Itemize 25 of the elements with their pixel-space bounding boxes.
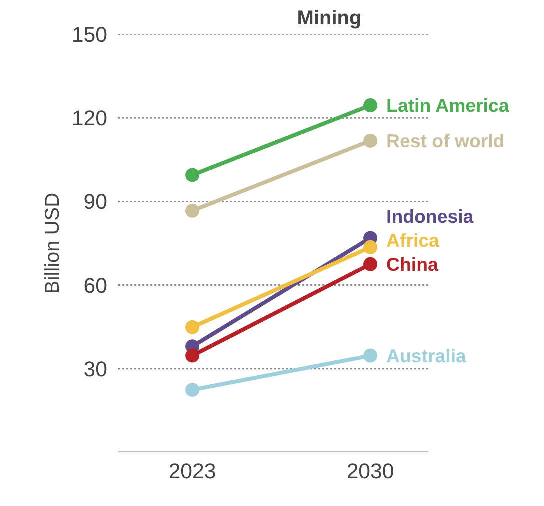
- y-tick-label: 60: [84, 274, 108, 298]
- point: [186, 383, 200, 398]
- x-tick-label: 2030: [346, 460, 394, 484]
- y-tick-label: 150: [72, 23, 108, 47]
- y-tick-label: 120: [72, 106, 108, 131]
- y-tick-label: 30: [84, 357, 108, 382]
- point: [364, 240, 378, 254]
- series-label: China: [386, 254, 439, 275]
- series-label: Rest of world: [386, 130, 505, 152]
- series-label: Latin America: [386, 95, 510, 116]
- series-label: Australia: [386, 345, 468, 366]
- point: [364, 348, 378, 363]
- chart-title: Mining: [297, 8, 362, 30]
- point: [186, 204, 200, 218]
- series-label: Indonesia: [386, 206, 474, 227]
- point: [186, 348, 200, 363]
- y-axis-title: Billion USD: [42, 192, 64, 294]
- series-label: Africa: [386, 230, 440, 251]
- x-tick-label: 2023: [168, 460, 216, 484]
- point: [186, 320, 200, 334]
- point: [364, 257, 378, 272]
- point: [186, 168, 200, 182]
- y-tick-label: 90: [84, 190, 108, 214]
- point: [364, 134, 378, 148]
- point: [364, 98, 378, 113]
